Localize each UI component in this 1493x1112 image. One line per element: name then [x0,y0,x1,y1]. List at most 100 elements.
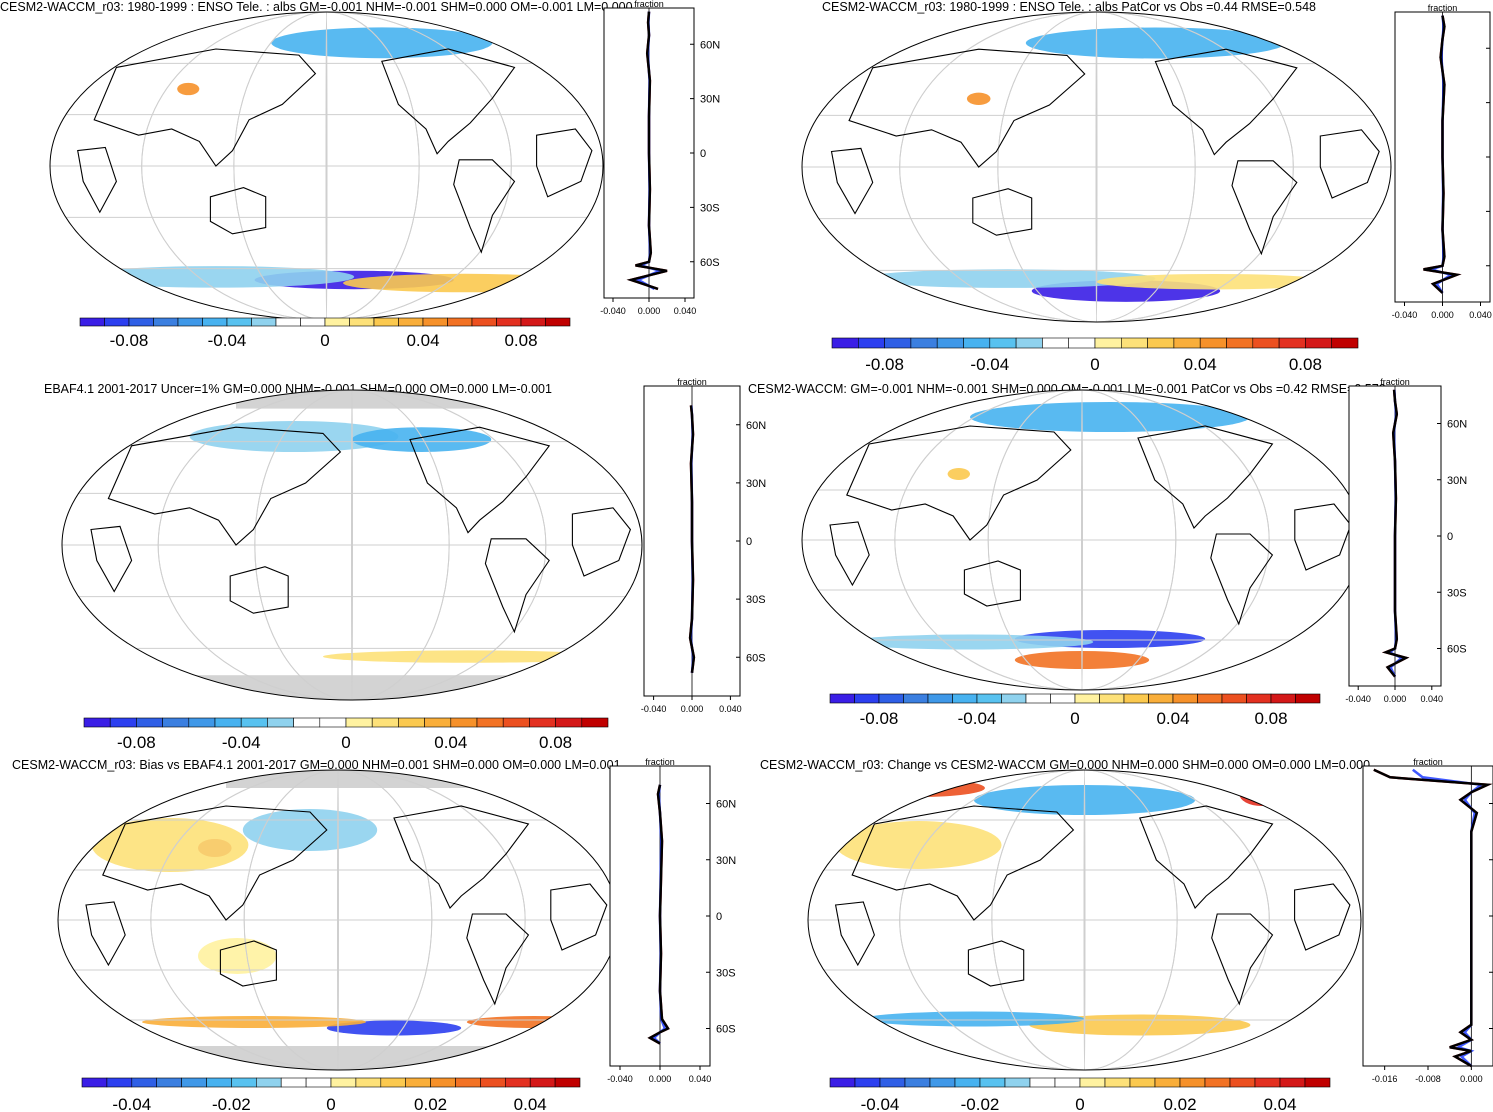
zonal-xtick-label: 0.040 [1469,310,1492,320]
zonal-xtick-label: -0.040 [607,1074,633,1084]
colorbar-swatch [422,317,448,327]
zonal-model-line [647,784,670,1045]
colorbar-swatch [1025,693,1051,704]
colorbar-label: -0.08 [860,709,899,728]
coastline [90,525,133,593]
panel-title: CESM2-WACCM_r03: Change vs CESM2-WACCM G… [760,758,1371,772]
anomaly-blob [352,427,492,452]
anomaly-blob [343,273,587,293]
panel-3: EBAF4.1 2001-2017 Uncer=1% GM=0.000 NHM=… [0,372,746,752]
colorbar-label: -0.04 [208,331,247,350]
figure-panel-5: fraction-0.040 0.000 0.04060N30N030S60S-0.… [57,757,736,1112]
meridian-line [141,12,512,320]
colorbar-swatch [1001,693,1027,704]
zonal-lat-label: 0 [700,148,706,160]
zonal-xtick-label: 0.040 [719,704,742,714]
meridian-line [150,770,526,1070]
colorbar-swatch [1221,693,1247,704]
colorbar-swatch [1204,1077,1231,1088]
colorbar-swatch [1050,693,1076,704]
colorbar-swatch [545,317,571,327]
colorbar-swatch [954,1077,981,1088]
colorbar-swatch [181,1077,207,1088]
coastline [453,159,516,254]
map-border [61,389,643,701]
coastline [571,507,632,577]
anomaly-blob [177,82,200,96]
coastline [1211,913,1274,1006]
anomaly-blob [863,1011,1085,1027]
colorbar-swatch [109,717,137,728]
colorbar-swatch [275,317,301,327]
colorbar-swatch [424,717,452,728]
colorbar-label: -0.08 [117,733,156,752]
map-field [808,770,1361,1070]
zonal-model-line [688,405,696,673]
meridian-line [1081,390,1083,690]
colorbar-swatch [83,717,111,728]
zonal-lat-label: 30N [1447,475,1467,487]
coastline [77,146,117,214]
zonal-model-line [1381,389,1410,678]
anomaly-blob [326,1020,462,1036]
coastline [219,940,277,987]
colorbar-label: -0.04 [861,1095,900,1112]
meridian-line [351,390,353,700]
colorbar-swatch [910,337,938,349]
anomaly-blob [323,650,613,663]
colorbar-label: -0.08 [865,355,904,374]
anomaly-blob [77,266,355,288]
colorbar-swatch [128,317,154,327]
meridian-line [894,390,1270,690]
panel-title: EBAF4.1 2001-2017 Uncer=1% GM=0.000 NHM=… [44,382,552,396]
colorbar-swatch [979,1077,1006,1088]
coastline [1154,48,1298,156]
missing-data-region [142,1046,546,1070]
colorbar-swatch [202,317,228,327]
colorbar-swatch [267,717,294,728]
meridian-line [337,770,339,1070]
panel-1: CESM2-WACCM_r03: 1980-1999 : ENSO Tele. … [0,0,746,372]
zonal-xtick-label: -0.008 [1415,1074,1441,1084]
colorbar-swatch [1295,693,1321,704]
colorbar-swatch [188,717,216,728]
colorbar-swatch [104,317,130,327]
colorbar-swatch [214,717,242,728]
zonal-lat-label: 0 [1447,531,1453,543]
coastline [1139,805,1274,909]
coastline [209,187,267,235]
map-field [802,12,1391,322]
colorbar-swatch [1154,1077,1181,1088]
colorbar-swatch [831,337,859,349]
zonal-lat-label: 60S [716,1024,736,1036]
zonal-xtick-label: -0.016 [1372,1074,1398,1084]
colorbar-label: 0 [320,331,329,350]
colorbar-swatch [1254,1077,1281,1088]
colorbar-swatch [240,717,268,728]
colorbar-swatch [398,317,424,327]
coastline [851,805,1075,921]
colorbar-swatch [380,1077,406,1088]
anomaly-blob [142,1016,366,1028]
meridian-line [899,12,1294,322]
zonal-lat-label: 30N [716,855,736,867]
coastline [484,538,550,634]
coastline [85,901,126,967]
colorbar-label: -0.04 [222,733,261,752]
colorbar-label: 0 [1070,709,1079,728]
zonal-xtick-label: 0.040 [1421,694,1444,704]
colorbar-swatch [1331,337,1359,349]
anomaly-blob [846,634,1094,650]
colorbar-swatch [903,693,929,704]
panel-title: CESM2-WACCM_r03: 1980-1999 : ENSO Tele. … [0,0,633,14]
colorbar-swatch [1054,1077,1081,1088]
zonal-lat-label: 60S [1447,644,1467,656]
coastline [1231,160,1298,256]
colorbar-swatch [1305,337,1333,349]
colorbar-swatch [1004,1077,1031,1088]
zonal-lat-label: 30N [700,94,720,106]
colorbar-label: 0.04 [434,733,467,752]
colorbar-swatch [904,1077,931,1088]
colorbar-swatch [1079,1077,1106,1088]
meridian-line [233,12,420,320]
